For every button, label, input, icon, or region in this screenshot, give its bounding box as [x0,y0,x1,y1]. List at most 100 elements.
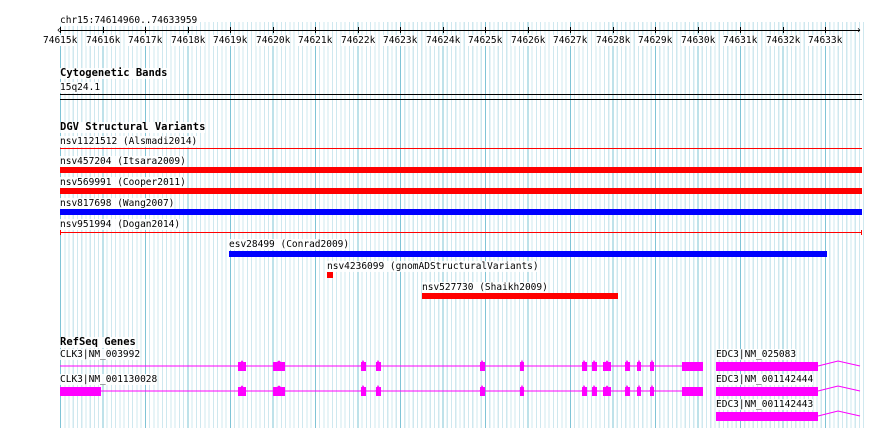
ruler-grid [60,22,864,428]
ruler-tick [698,27,699,33]
exon[interactable] [238,387,246,396]
ruler-tick [528,27,529,33]
variant-bar[interactable] [60,167,862,173]
variant-bar[interactable] [60,209,862,215]
ruler-tick [783,27,784,33]
gene-label[interactable]: EDC3|NM_025083 [716,349,797,360]
exon[interactable] [361,362,366,371]
gene-label[interactable]: CLK3|NM_001130028 [60,374,158,385]
ruler-start-marker: ‹ [56,25,62,36]
exon[interactable] [60,387,101,396]
variant-bar[interactable] [327,272,333,278]
exon[interactable] [625,362,630,371]
ruler-tick [825,27,826,33]
exon[interactable] [716,362,818,371]
exon[interactable] [273,362,285,371]
ruler-tick-label: 74622k [341,35,376,46]
exon[interactable] [637,387,641,396]
exon[interactable] [520,387,524,396]
ruler-tick-label: 74616k [86,35,121,46]
dgv-track-title[interactable]: DGV Structural Variants [60,121,206,133]
ruler-tick-label: 74628k [596,35,631,46]
exon[interactable] [238,362,246,371]
exon[interactable] [625,387,630,396]
ruler-tick [230,27,231,33]
variant-label[interactable]: nsv951994 (Dogan2014) [60,219,181,230]
exon[interactable] [376,387,381,396]
variant-label[interactable]: nsv1121512 (Alsmadi2014) [60,136,198,147]
variant-bar-end-right [861,230,862,235]
variant-label[interactable]: nsv569991 (Cooper2011) [60,177,186,188]
refseq-track-title[interactable]: RefSeq Genes [60,336,136,348]
ruler-tick [103,27,104,33]
ruler-tick-label: 74626k [511,35,546,46]
variant-label[interactable]: nsv4236099 (gnomADStructuralVariants) [327,261,539,272]
gene-label[interactable]: EDC3|NM_001142443 [716,399,814,410]
ruler-tick-label: 74625k [468,35,503,46]
exon[interactable] [592,362,597,371]
ruler-tick-label: 74618k [171,35,206,46]
ruler-tick [60,27,61,33]
exon[interactable] [603,387,611,396]
ruler-tick [358,27,359,33]
ruler-end-marker: › [856,25,862,36]
variant-label[interactable]: nsv527730 (Shaikh2009) [422,282,548,293]
ruler-tick [613,27,614,33]
exon[interactable] [650,387,654,396]
ruler-tick-label: 74623k [383,35,418,46]
exon[interactable] [376,362,381,371]
cytoband-label[interactable]: 15q24.1 [60,82,101,93]
exon[interactable] [582,362,587,371]
variant-bar[interactable] [60,232,862,233]
variant-bar[interactable] [422,293,618,299]
cytoband-line-top [60,94,862,95]
variant-bar[interactable] [60,188,862,194]
ruler-tick [655,27,656,33]
ruler-tick-label: 74633k [808,35,843,46]
ruler-tick [443,27,444,33]
ruler-tick [400,27,401,33]
cytoband-line-bottom [60,99,862,100]
variant-bar[interactable] [229,251,827,257]
ruler-tick-label: 74615k [43,35,78,46]
ruler-tick-label: 74621k [298,35,333,46]
gene-label[interactable]: EDC3|NM_001142444 [716,374,814,385]
ruler-tick-label: 74619k [213,35,248,46]
exon[interactable] [361,387,366,396]
ruler-tick-label: 74631k [723,35,758,46]
exon[interactable] [716,412,818,421]
variant-bar-end-left [60,230,61,235]
gene-label[interactable]: CLK3|NM_003992 [60,349,141,360]
variant-bar[interactable] [60,148,862,149]
exon[interactable] [682,362,703,371]
exon[interactable] [650,362,654,371]
exon[interactable] [716,387,818,396]
exon[interactable] [520,362,524,371]
position-label: chr15:74614960..74633959 [60,15,198,26]
exon[interactable] [273,387,285,396]
exon[interactable] [682,387,703,396]
exon[interactable] [582,387,587,396]
ruler-tick-label: 74620k [256,35,291,46]
ruler-tick [273,27,274,33]
variant-label[interactable]: nsv457204 (Itsara2009) [60,156,186,167]
exon[interactable] [603,362,611,371]
exon[interactable] [480,362,485,371]
ruler-tick [315,27,316,33]
ruler-tick-label: 74624k [426,35,461,46]
exon[interactable] [637,362,641,371]
ruler-tick [145,27,146,33]
variant-label[interactable]: nsv817698 (Wang2007) [60,198,175,209]
exon[interactable] [592,387,597,396]
ruler-tick-label: 74630k [681,35,716,46]
ruler-tick [188,27,189,33]
ruler-tick-label: 74617k [128,35,163,46]
variant-label[interactable]: esv28499 (Conrad2009) [229,239,350,250]
ruler-tick [570,27,571,33]
ruler-tick [740,27,741,33]
ruler-axis [60,30,860,31]
cytogenetic-track-title[interactable]: Cytogenetic Bands [60,67,168,79]
ruler-tick-label: 74627k [553,35,588,46]
exon[interactable] [480,387,485,396]
